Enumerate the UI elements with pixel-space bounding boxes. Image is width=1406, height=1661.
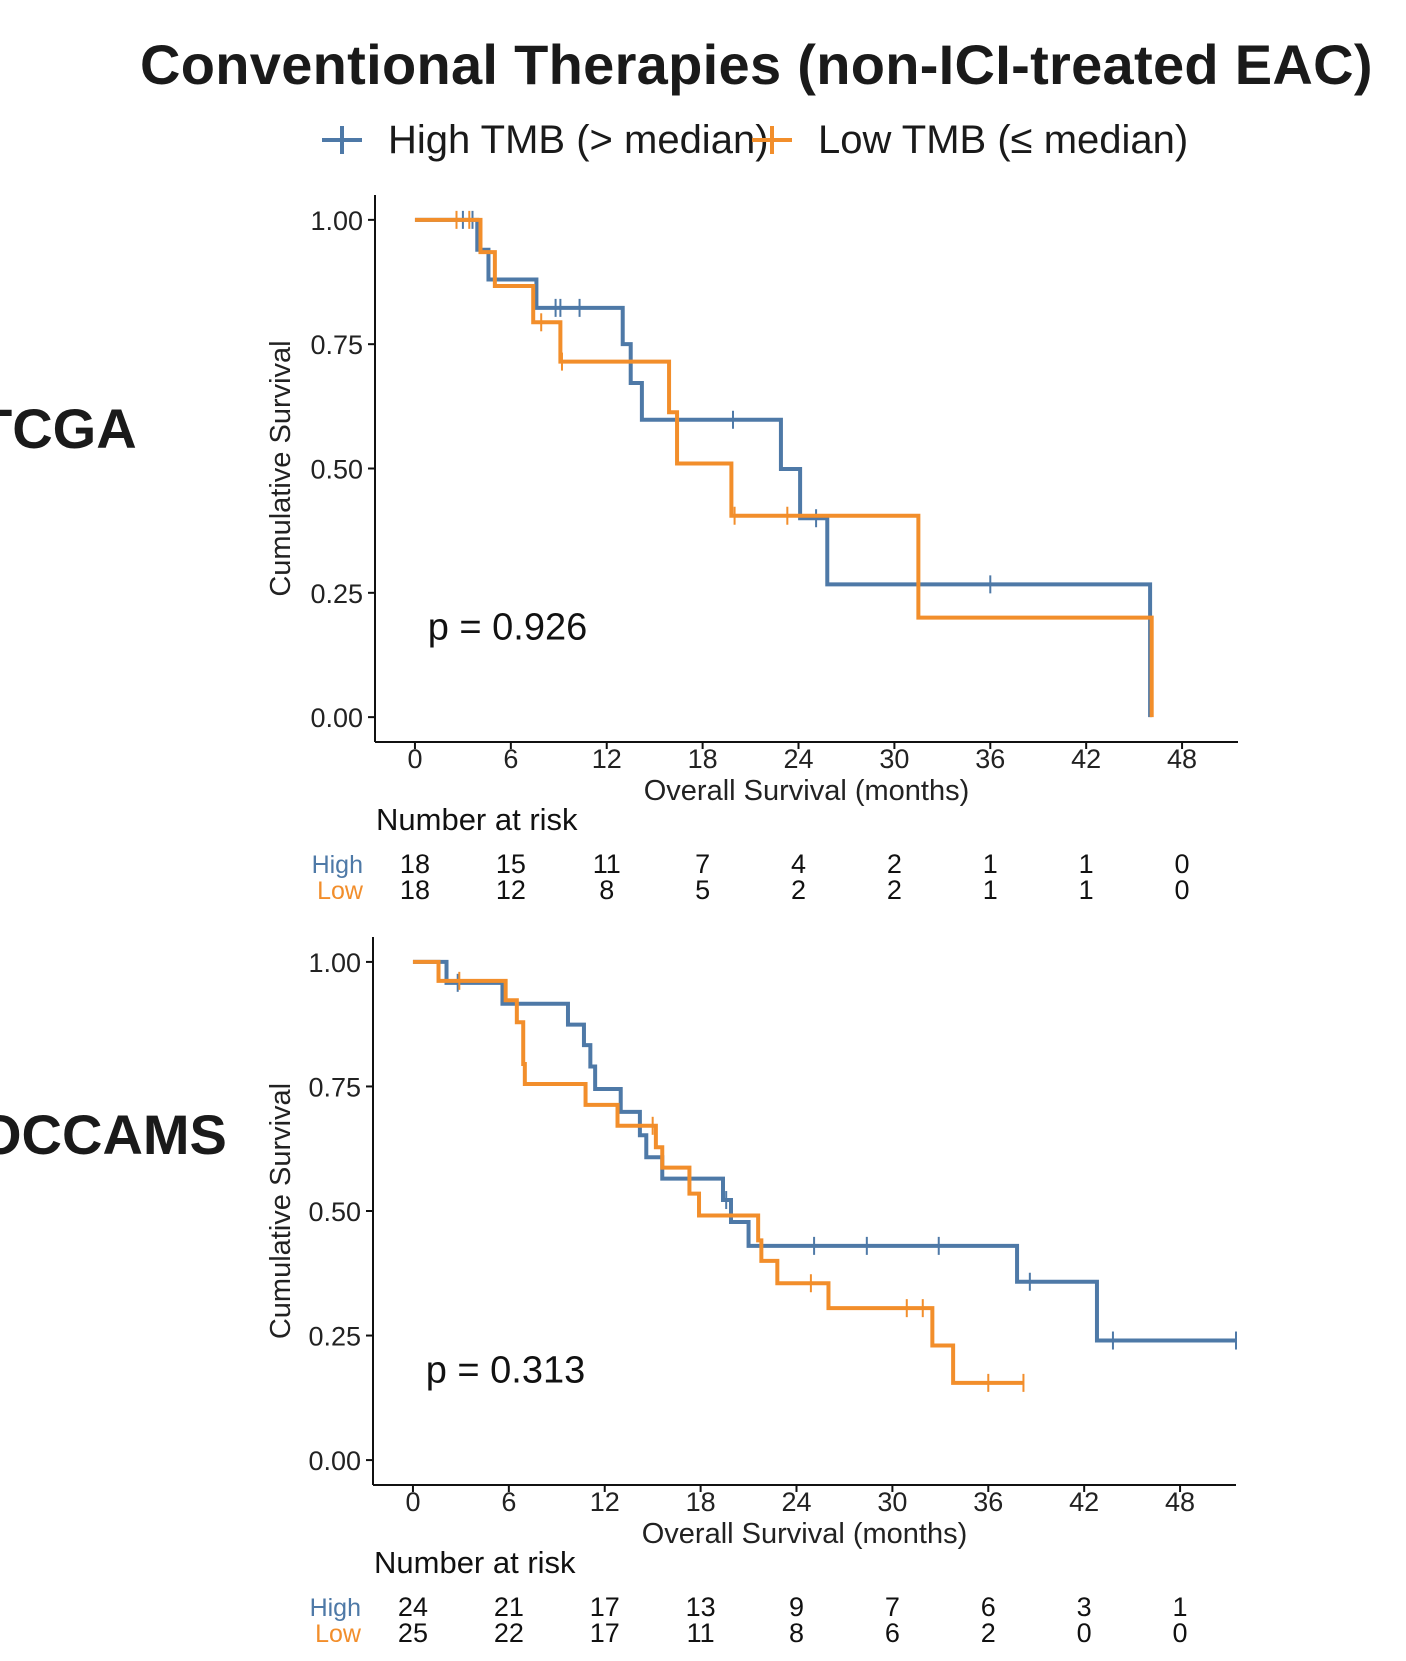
x-tick-label: 36 (973, 1487, 1003, 1517)
x-tick-label: 0 (405, 1487, 420, 1517)
y-tick-label: 0.50 (308, 1197, 361, 1227)
survival-curve-low (412, 959, 1024, 1385)
p-value-annotation: p = 0.926 (428, 607, 588, 649)
legend-label-low: Low TMB (≤ median) (818, 117, 1189, 162)
risk-count-high: 2 (887, 849, 902, 879)
risk-count-low: 2 (887, 875, 902, 905)
y-tick-label: 1.00 (308, 948, 361, 978)
p-value-annotation: p = 0.313 (426, 1349, 586, 1391)
risk-row-label-low: Low (317, 877, 364, 905)
risk-count-high: 6 (981, 1592, 996, 1622)
risk-table-title: Number at risk (376, 802, 578, 837)
x-tick-label: 18 (688, 744, 718, 774)
x-tick-label: 12 (590, 1487, 620, 1517)
risk-count-low: 11 (687, 1618, 715, 1648)
risk-count-high: 21 (494, 1592, 524, 1622)
y-axis-title: Cumulative Survival (265, 1083, 297, 1339)
risk-count-high: 24 (398, 1592, 428, 1622)
x-axis-title: Overall Survival (months) (642, 1518, 968, 1550)
y-tick-label: 1.00 (310, 206, 363, 236)
survival-curve-low (414, 217, 1154, 718)
risk-count-high: 4 (791, 849, 806, 879)
risk-count-high: 3 (1077, 1592, 1092, 1622)
risk-count-high: 13 (686, 1592, 716, 1622)
risk-table-title: Number at risk (374, 1545, 576, 1580)
x-tick-label: 36 (975, 744, 1005, 774)
x-tick-label: 0 (407, 744, 422, 774)
x-tick-label: 30 (879, 744, 909, 774)
x-tick-label: 42 (1069, 1487, 1099, 1517)
x-tick-label: 48 (1167, 744, 1197, 774)
risk-count-low: 18 (400, 875, 430, 905)
y-tick-label: 0.50 (310, 455, 363, 485)
risk-row-label-low: Low (315, 1620, 362, 1648)
panel-label-occams: OCCAMS (0, 1103, 227, 1166)
y-tick-label: 0.75 (310, 330, 363, 360)
x-tick-label: 48 (1165, 1487, 1195, 1517)
risk-row-label-high: High (310, 1594, 361, 1622)
risk-count-high: 7 (885, 1592, 900, 1622)
risk-count-low: 2 (981, 1618, 996, 1648)
risk-count-high: 0 (1175, 849, 1190, 879)
y-tick-label: 0.75 (308, 1072, 361, 1102)
risk-count-high: 7 (695, 849, 710, 879)
survival-curve-high (412, 959, 1236, 1343)
x-tick-label: 6 (503, 744, 518, 774)
x-axis-title: Overall Survival (months) (644, 775, 970, 807)
risk-count-low: 1 (983, 875, 998, 905)
y-axis-title: Cumulative Survival (265, 340, 297, 596)
risk-count-low: 2 (791, 875, 806, 905)
legend: High TMB (> median) Low TMB (≤ median) (320, 112, 1320, 168)
risk-count-high: 17 (590, 1592, 620, 1622)
panel-label-tcga: TCGA (0, 397, 137, 460)
risk-count-low: 22 (494, 1618, 524, 1648)
x-tick-label: 12 (592, 744, 622, 774)
legend-label-high: High TMB (> median) (388, 117, 769, 162)
risk-count-high: 1 (1079, 849, 1094, 879)
y-tick-label: 0.00 (310, 703, 363, 733)
legend-swatch-low (750, 118, 794, 162)
y-tick-label: 0.25 (310, 579, 363, 609)
risk-count-low: 0 (1175, 875, 1190, 905)
risk-count-low: 5 (695, 875, 710, 905)
risk-count-low: 0 (1077, 1618, 1092, 1648)
x-tick-label: 30 (877, 1487, 907, 1517)
risk-count-low: 17 (590, 1618, 620, 1648)
risk-count-low: 25 (398, 1618, 428, 1648)
y-tick-label: 0.25 (308, 1322, 361, 1352)
survival-curve-high (414, 217, 1153, 718)
risk-count-high: 1 (1173, 1592, 1188, 1622)
risk-count-high: 18 (400, 849, 430, 879)
risk-count-low: 8 (599, 875, 614, 905)
figure-title: Conventional Therapies (non-ICI-treated … (140, 33, 1373, 96)
legend-swatch-high (320, 118, 364, 162)
risk-count-high: 9 (789, 1592, 804, 1622)
risk-count-low: 1 (1079, 875, 1094, 905)
risk-row-label-high: High (312, 851, 363, 879)
x-tick-label: 18 (686, 1487, 716, 1517)
risk-count-high: 15 (496, 849, 526, 879)
risk-count-high: 11 (593, 849, 621, 879)
legend-item-low: Low TMB (≤ median) (750, 112, 1188, 168)
risk-count-low: 8 (789, 1618, 804, 1648)
x-tick-label: 6 (501, 1487, 516, 1517)
legend-item-high: High TMB (> median) (320, 112, 769, 168)
x-tick-label: 42 (1071, 744, 1101, 774)
risk-count-low: 6 (885, 1618, 900, 1648)
x-tick-label: 24 (781, 1487, 811, 1517)
risk-count-low: 12 (496, 875, 526, 905)
risk-count-high: 1 (983, 849, 998, 879)
y-tick-label: 0.00 (308, 1446, 361, 1476)
risk-count-low: 0 (1173, 1618, 1188, 1648)
x-tick-label: 24 (783, 744, 813, 774)
